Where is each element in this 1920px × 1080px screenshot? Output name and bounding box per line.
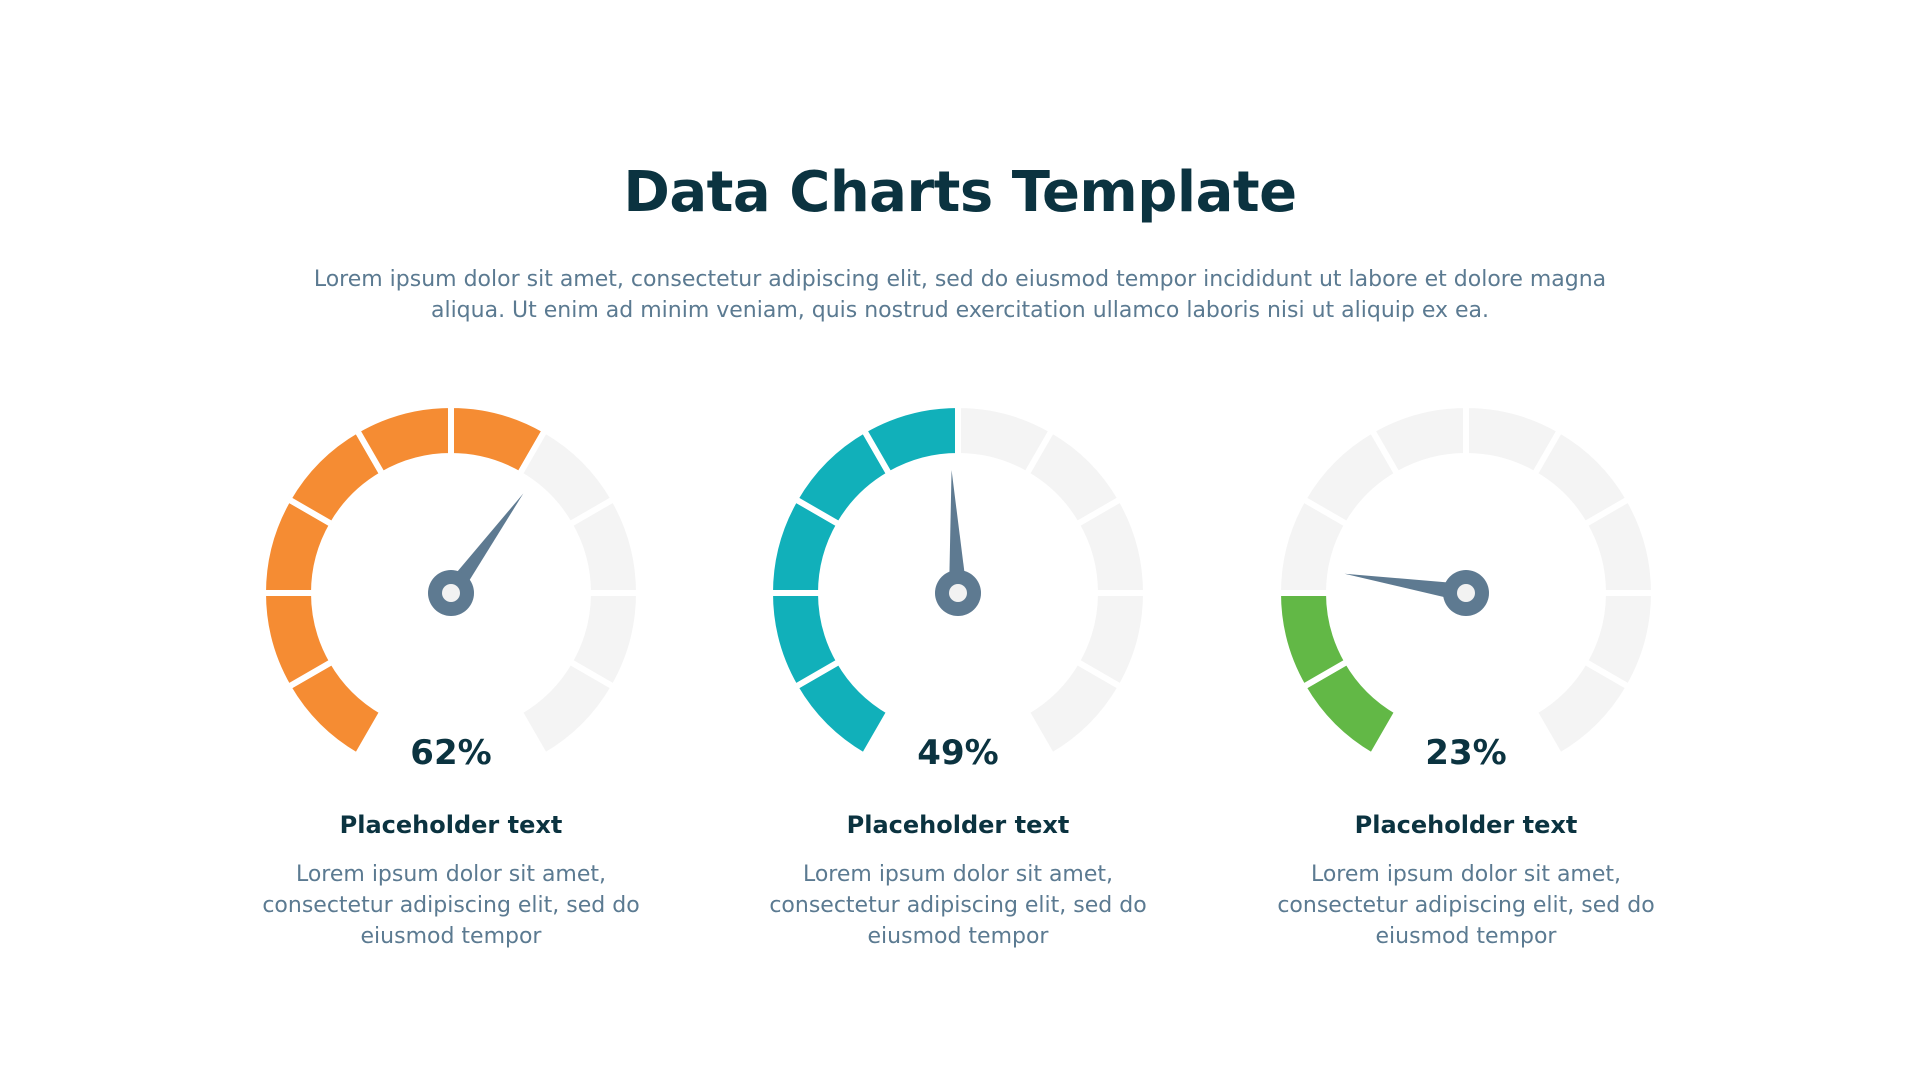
page-description: Lorem ipsum dolor sit amet, consectetur … [313,267,1607,323]
gauge-needle [1344,573,1468,602]
gauge-needle [443,493,524,599]
gauge-title: Placeholder text [339,811,563,839]
gauge-hub-center [1457,584,1475,602]
gauge-3 [1274,401,1658,760]
gauge-title: Placeholder text [846,811,1070,839]
gauge-value-label: 62% [410,733,492,773]
gauge-hub-center [949,584,967,602]
gauge-1 [259,401,643,760]
gauge-title: Placeholder text [1354,811,1578,839]
gauge-text: Lorem ipsum dolor sit amet, consectetur … [769,862,1147,949]
gauge-value-label: 49% [917,733,999,773]
gauge-needle [949,470,967,594]
gauge-card-2: 49% Placeholder text Lorem ipsum dolor s… [748,395,1168,949]
gauge-text: Lorem ipsum dolor sit amet, consectetur … [262,862,640,949]
gauge-segment-empty [1022,657,1125,760]
gauge-text: Lorem ipsum dolor sit amet, consectetur … [1277,862,1655,949]
gauge-card-3: 23% Placeholder text Lorem ipsum dolor s… [1256,395,1676,949]
gauge-value-label: 23% [1425,733,1507,773]
gauge-segment-empty [515,657,618,760]
gauge-hub-center [442,584,460,602]
gauge-card-1: 62% Placeholder text Lorem ipsum dolor s… [241,395,661,949]
gauge-2 [766,401,1150,760]
page-title: Data Charts Template [623,160,1297,225]
gauge-segment-empty [1530,657,1633,760]
